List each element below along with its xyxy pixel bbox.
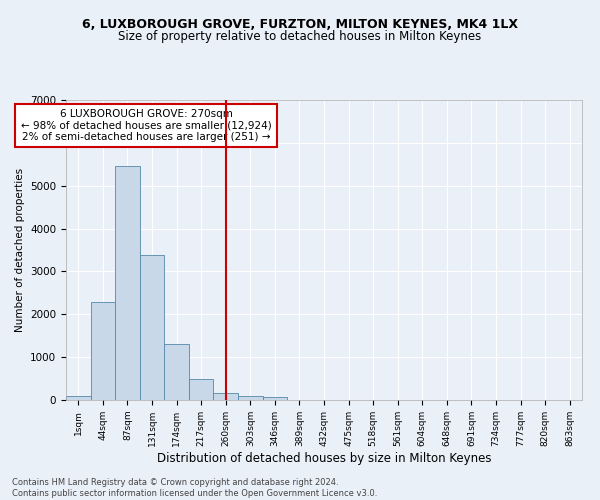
Bar [164, 344, 189, 400]
Bar [189, 379, 214, 400]
Bar [140, 254, 164, 400]
Bar [91, 302, 115, 400]
Text: 6 LUXBOROUGH GROVE: 270sqm
← 98% of detached houses are smaller (12,924)
2% of s: 6 LUXBOROUGH GROVE: 270sqm ← 98% of deta… [20, 109, 271, 142]
X-axis label: Distribution of detached houses by size in Milton Keynes: Distribution of detached houses by size … [157, 452, 491, 464]
Bar [115, 166, 140, 400]
Bar [263, 398, 287, 400]
Text: Size of property relative to detached houses in Milton Keynes: Size of property relative to detached ho… [118, 30, 482, 43]
Text: Contains HM Land Registry data © Crown copyright and database right 2024.
Contai: Contains HM Land Registry data © Crown c… [12, 478, 377, 498]
Bar [66, 396, 91, 400]
Y-axis label: Number of detached properties: Number of detached properties [14, 168, 25, 332]
Text: 6, LUXBOROUGH GROVE, FURZTON, MILTON KEYNES, MK4 1LX: 6, LUXBOROUGH GROVE, FURZTON, MILTON KEY… [82, 18, 518, 30]
Bar [214, 392, 238, 400]
Bar [238, 396, 263, 400]
